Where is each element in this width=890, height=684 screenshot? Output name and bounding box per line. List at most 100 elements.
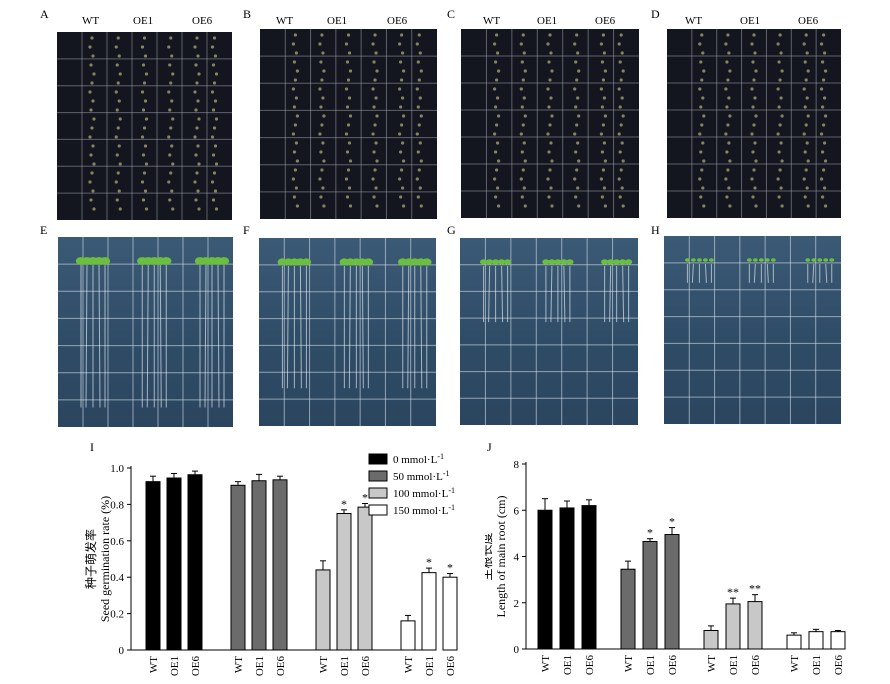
x-tick-label: OE1: [424, 656, 436, 676]
legend-swatch: [368, 453, 388, 465]
bar: [537, 509, 553, 650]
bar: [725, 603, 741, 650]
x-tick-label: WT: [233, 656, 245, 673]
panel-label-b: B: [243, 7, 252, 21]
x-tick-label: OE6: [833, 655, 845, 676]
bar: [786, 634, 802, 650]
significance-marker: **: [749, 582, 761, 596]
genotype-label-d-wt: WT: [685, 15, 703, 27]
plate-photo-b: [260, 29, 437, 219]
panel-label-h: H: [651, 223, 660, 237]
y-tick-label: 4: [514, 552, 520, 564]
x-tick-label: OE1: [728, 655, 740, 675]
y-axis-label: Seed germination rate (%): [98, 496, 112, 622]
bar: [642, 540, 658, 650]
y-axis-label: 种子萌发率: [85, 529, 98, 589]
plate-photo-h: [664, 236, 841, 424]
significance-marker: *: [426, 555, 432, 569]
y-tick-label: 0: [119, 645, 125, 657]
legend-label: 50 mmol·L-1: [393, 469, 449, 483]
plate-photo-g: [460, 238, 638, 425]
bar: [336, 513, 352, 651]
x-tick-label: WT: [540, 655, 552, 672]
x-tick-label: OE1: [562, 655, 574, 675]
significance-marker: *: [669, 515, 675, 529]
y-tick-label: 8: [514, 459, 520, 471]
y-tick-label: 6: [514, 505, 520, 517]
x-tick-label: OE1: [169, 656, 181, 676]
genotype-label-d-oe1: OE1: [740, 15, 761, 27]
legend-label: 100 mmol·L-1: [393, 486, 455, 500]
bar: [830, 631, 846, 650]
bar: [808, 631, 824, 650]
bar: [581, 505, 597, 650]
bar: [400, 620, 416, 651]
x-tick-label: OE6: [190, 656, 202, 677]
bar: [187, 474, 203, 651]
chart-i-germination: 0 0.2 0.4 0.6 0.8 1.0 种子萌发率 Seed germination ra…: [85, 452, 458, 677]
x-tick-label: WT: [789, 655, 801, 672]
significance-marker: **: [727, 585, 739, 599]
bar: [315, 569, 331, 651]
genotype-label-d-oe6: OE6: [798, 15, 819, 27]
bar: [559, 507, 575, 650]
plate-photo-e: [58, 237, 233, 427]
x-tick-label: OE1: [811, 655, 823, 675]
bar: [703, 630, 719, 650]
legend-swatch: [368, 470, 388, 482]
bar: [421, 572, 437, 651]
y-tick-label: 0.2: [110, 609, 124, 621]
bar: [747, 601, 763, 650]
x-tick-label: WT: [403, 656, 415, 673]
plate-photo-a: [57, 32, 232, 220]
panel-label-c: C: [447, 7, 456, 21]
genotype-label-c-wt: WT: [483, 15, 501, 27]
x-tick-label: OE6: [360, 656, 372, 677]
legend-label: 0 mmol·L-1: [393, 452, 444, 466]
x-tick-label: OE6: [445, 656, 457, 677]
bar: [230, 484, 246, 651]
plate-photo-d: [667, 29, 841, 218]
legend-swatch: [368, 504, 388, 516]
bar: [620, 568, 636, 650]
y-tick-label: 0.6: [110, 536, 124, 548]
genotype-label-a-wt: WT: [82, 15, 100, 27]
bar: [272, 479, 288, 651]
y-tick-label: 2: [514, 598, 520, 610]
genotype-label-b-oe1: OE1: [327, 15, 348, 27]
genotype-label-b-wt: WT: [276, 15, 294, 27]
significance-marker: *: [362, 490, 368, 504]
significance-marker: *: [447, 561, 453, 575]
x-tick-label: OE6: [750, 655, 762, 676]
legend-swatch: [368, 487, 388, 499]
bar: [357, 506, 373, 651]
x-tick-label: WT: [706, 655, 718, 672]
x-tick-label: OE1: [254, 656, 266, 676]
x-tick-label: OE1: [339, 656, 351, 676]
x-tick-label: OE1: [645, 655, 657, 675]
x-tick-label: WT: [148, 656, 160, 673]
significance-marker: *: [341, 497, 347, 511]
y-tick-label: 0: [514, 644, 520, 656]
x-tick-label: OE6: [584, 655, 596, 676]
y-tick-label: 0.4: [110, 572, 124, 584]
bar: [664, 534, 680, 650]
y-axis-label: 主根长度: [485, 532, 494, 580]
significance-marker: *: [647, 526, 653, 540]
bar: [166, 477, 182, 651]
bar: [251, 480, 267, 651]
panel-label-a: A: [40, 7, 49, 21]
y-tick-label: 1.0: [110, 463, 124, 475]
genotype-label-b-oe6: OE6: [387, 15, 408, 27]
bar: [442, 576, 458, 651]
genotype-label-a-oe6: OE6: [192, 15, 213, 27]
x-tick-label: WT: [318, 656, 330, 673]
legend-label: 150 mmol·L-1: [393, 503, 455, 517]
x-tick-label: WT: [623, 655, 635, 672]
panel-label-i: I: [90, 440, 94, 454]
genotype-label-c-oe1: OE1: [537, 15, 558, 27]
plate-photo-f: [259, 238, 436, 426]
genotype-label-c-oe6: OE6: [595, 15, 616, 27]
panel-label-f: F: [243, 223, 250, 237]
chart-j-root-length: 0 2 4 6 8 主根长度 Length of main root (cm) WT OE1 OE…: [485, 459, 846, 676]
